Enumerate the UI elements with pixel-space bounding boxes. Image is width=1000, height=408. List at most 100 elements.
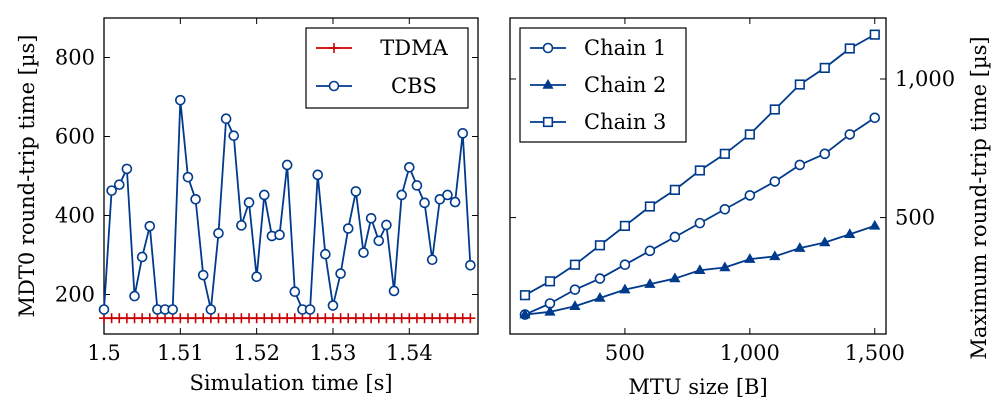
right-data-point [819, 236, 831, 247]
left-xtick-label: 1.54 [386, 341, 433, 365]
right-series-chain-1 [519, 112, 881, 320]
left-ytick-label: 400 [55, 204, 95, 228]
right-legend-swatch-marker [542, 116, 554, 128]
right-data-point [669, 231, 681, 243]
left-legend: TDMA CBS [305, 27, 469, 109]
right-data-point [544, 276, 556, 287]
left-xtick-label: 1.53 [310, 341, 357, 365]
left-data-point [404, 162, 415, 173]
right-data-point [569, 300, 581, 311]
left-data-point [388, 285, 400, 297]
right-data-point [769, 104, 780, 115]
right-legend: Chain 1 Chain 2 Chain 3 [519, 27, 687, 143]
left-data-point [419, 197, 430, 209]
right-data-point [744, 253, 756, 263]
left-data-point [213, 227, 224, 239]
left-data-point [106, 185, 117, 196]
left-xtick-label: 1.5 [87, 341, 120, 365]
left-ytick-label: 200 [55, 283, 95, 307]
left-series-tdma [99, 313, 476, 324]
left-series-cbs [98, 94, 476, 315]
right-xtick-label: 1,500 [845, 341, 905, 365]
left-series-line [103, 99, 472, 311]
right-legend-swatch-marker [542, 78, 554, 89]
right-data-point [619, 259, 631, 271]
right-data-point [844, 228, 856, 238]
right-data-point [844, 129, 856, 140]
left-data-point [258, 189, 270, 201]
left-ticks: 1.5 1.51 1.52 1.53 1.54 200 400 600 800 [55, 18, 478, 365]
left-data-point [373, 235, 385, 247]
right-data-point [769, 250, 781, 261]
left-data-point [190, 194, 201, 205]
right-data-point [519, 308, 531, 319]
right-data-point [519, 290, 531, 301]
right-ytick-label: 1,000 [895, 67, 955, 91]
right-xlabel: MTU size [B] [628, 375, 767, 399]
left-legend-box [305, 27, 469, 109]
right-data-point [694, 264, 706, 274]
left-data-point [236, 220, 247, 231]
right-legend-entry: Chain 3 [530, 110, 666, 134]
left-data-point [434, 194, 446, 205]
left-xtick-label: 1.51 [157, 341, 204, 365]
right-data-point [869, 219, 881, 230]
left-legend-label: CBS [391, 74, 437, 98]
left-ytick-label: 600 [55, 125, 95, 149]
right-legend-entry: Chain 2 [530, 73, 666, 97]
left-data-point [113, 179, 125, 190]
left-data-point [335, 268, 346, 279]
left-data-point [350, 186, 362, 197]
right-data-point [569, 284, 581, 295]
right-data-point [644, 278, 656, 288]
right-data-point [644, 201, 656, 212]
right-plot-frame [509, 17, 887, 335]
right-data-point [719, 203, 731, 215]
right-data-point [694, 217, 706, 229]
right-legend-label: Chain 2 [584, 73, 666, 97]
left-data-point [465, 313, 476, 324]
left-legend-swatch-marker [329, 43, 339, 53]
left-legend-entry: TDMA [316, 36, 449, 60]
right-data-point [619, 220, 631, 231]
left-legend-label: TDMA [380, 36, 448, 60]
left-data-point [121, 163, 133, 175]
right-ytick-label: 500 [895, 206, 935, 230]
left-data-point [274, 229, 285, 241]
right-data-point [744, 190, 756, 201]
right-data-point [594, 240, 606, 251]
left-data-point [205, 304, 217, 315]
left-data-point [449, 196, 461, 208]
left-data-point [182, 171, 194, 183]
left-data-point [98, 304, 110, 315]
right-legend-entry: Chain 1 [530, 36, 666, 60]
left-xlabel: Simulation time [s] [189, 371, 392, 395]
right-ticks: 500 1,000 1,500 500 1,000 [510, 18, 955, 365]
left-ytick-label: 800 [55, 46, 95, 70]
right-data-point [794, 79, 805, 90]
right-data-point [869, 112, 881, 124]
right-series [519, 29, 881, 320]
left-data-point [251, 271, 262, 283]
left-data-point [243, 197, 255, 208]
left-data-point [465, 259, 476, 271]
left-xtick-label: 1.52 [233, 341, 280, 365]
left-data-point [327, 300, 339, 311]
right-series-chain-2 [519, 219, 881, 319]
left-data-point [289, 286, 301, 298]
left-data-point [457, 128, 469, 139]
right-xtick-label: 1,000 [720, 341, 780, 365]
left-data-point [365, 212, 377, 224]
right-data-point [844, 43, 855, 54]
right-series-chain-3 [519, 29, 880, 301]
left-data-point [342, 223, 354, 234]
left-data-point [144, 220, 156, 232]
left-data-point [358, 247, 369, 258]
left-ylabel: MDT0 round-trip time [µs] [15, 35, 39, 318]
right-data-point [669, 272, 681, 283]
left-data-point [228, 130, 240, 142]
left-data-point [304, 304, 316, 315]
left-data-point [312, 169, 324, 181]
left-data-point [442, 189, 453, 201]
